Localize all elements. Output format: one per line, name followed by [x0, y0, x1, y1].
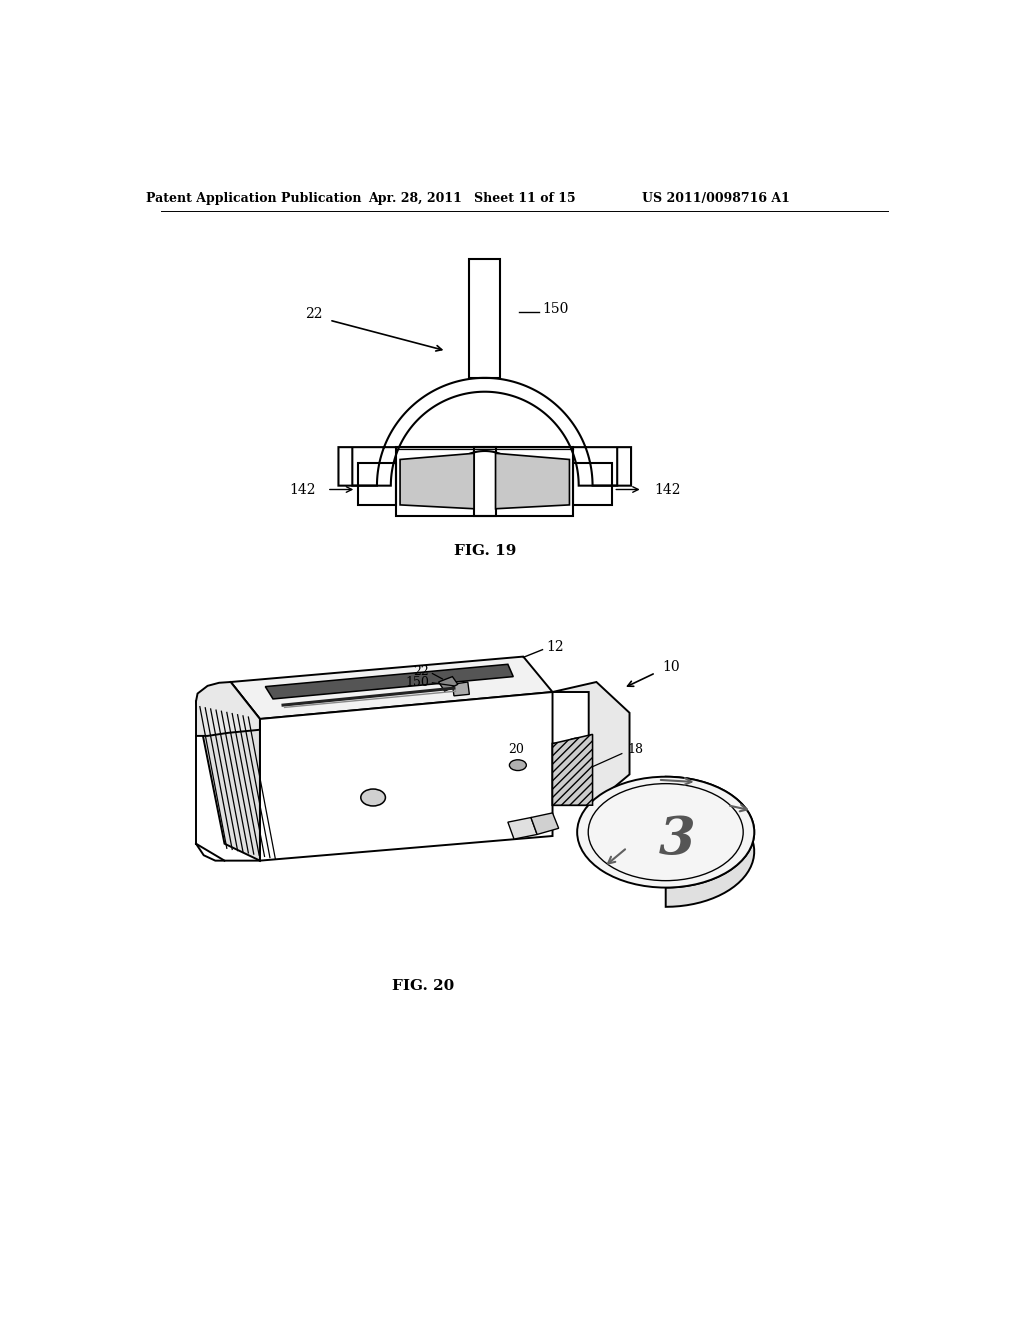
Polygon shape	[260, 692, 553, 861]
Text: 3: 3	[658, 814, 695, 866]
Text: FIG. 20: FIG. 20	[392, 979, 455, 993]
Text: 12: 12	[547, 640, 564, 655]
Polygon shape	[196, 682, 260, 737]
Text: US 2011/0098716 A1: US 2011/0098716 A1	[642, 191, 790, 205]
Polygon shape	[508, 817, 538, 840]
Polygon shape	[230, 656, 553, 719]
Polygon shape	[553, 682, 630, 805]
Ellipse shape	[578, 776, 755, 887]
Text: 150: 150	[543, 301, 569, 315]
Ellipse shape	[509, 760, 526, 771]
Polygon shape	[438, 677, 458, 692]
Ellipse shape	[566, 738, 588, 752]
Polygon shape	[666, 776, 755, 907]
Polygon shape	[196, 682, 260, 861]
Text: 142: 142	[654, 483, 681, 496]
Text: FIG. 19: FIG. 19	[454, 544, 516, 558]
Text: 22: 22	[305, 308, 323, 321]
Text: 142: 142	[289, 483, 315, 496]
Ellipse shape	[360, 789, 385, 807]
Text: 18: 18	[628, 743, 643, 756]
Polygon shape	[531, 813, 559, 834]
Polygon shape	[453, 682, 469, 696]
Text: 20: 20	[508, 743, 523, 756]
Polygon shape	[400, 453, 474, 508]
Text: 150: 150	[406, 676, 429, 689]
Polygon shape	[496, 453, 569, 508]
Polygon shape	[265, 664, 513, 700]
Text: Apr. 28, 2011: Apr. 28, 2011	[369, 191, 463, 205]
Text: Sheet 11 of 15: Sheet 11 of 15	[474, 191, 575, 205]
Text: 22: 22	[414, 665, 429, 678]
Text: Patent Application Publication: Patent Application Publication	[146, 191, 361, 205]
Text: 10: 10	[662, 660, 680, 673]
Polygon shape	[553, 734, 593, 805]
